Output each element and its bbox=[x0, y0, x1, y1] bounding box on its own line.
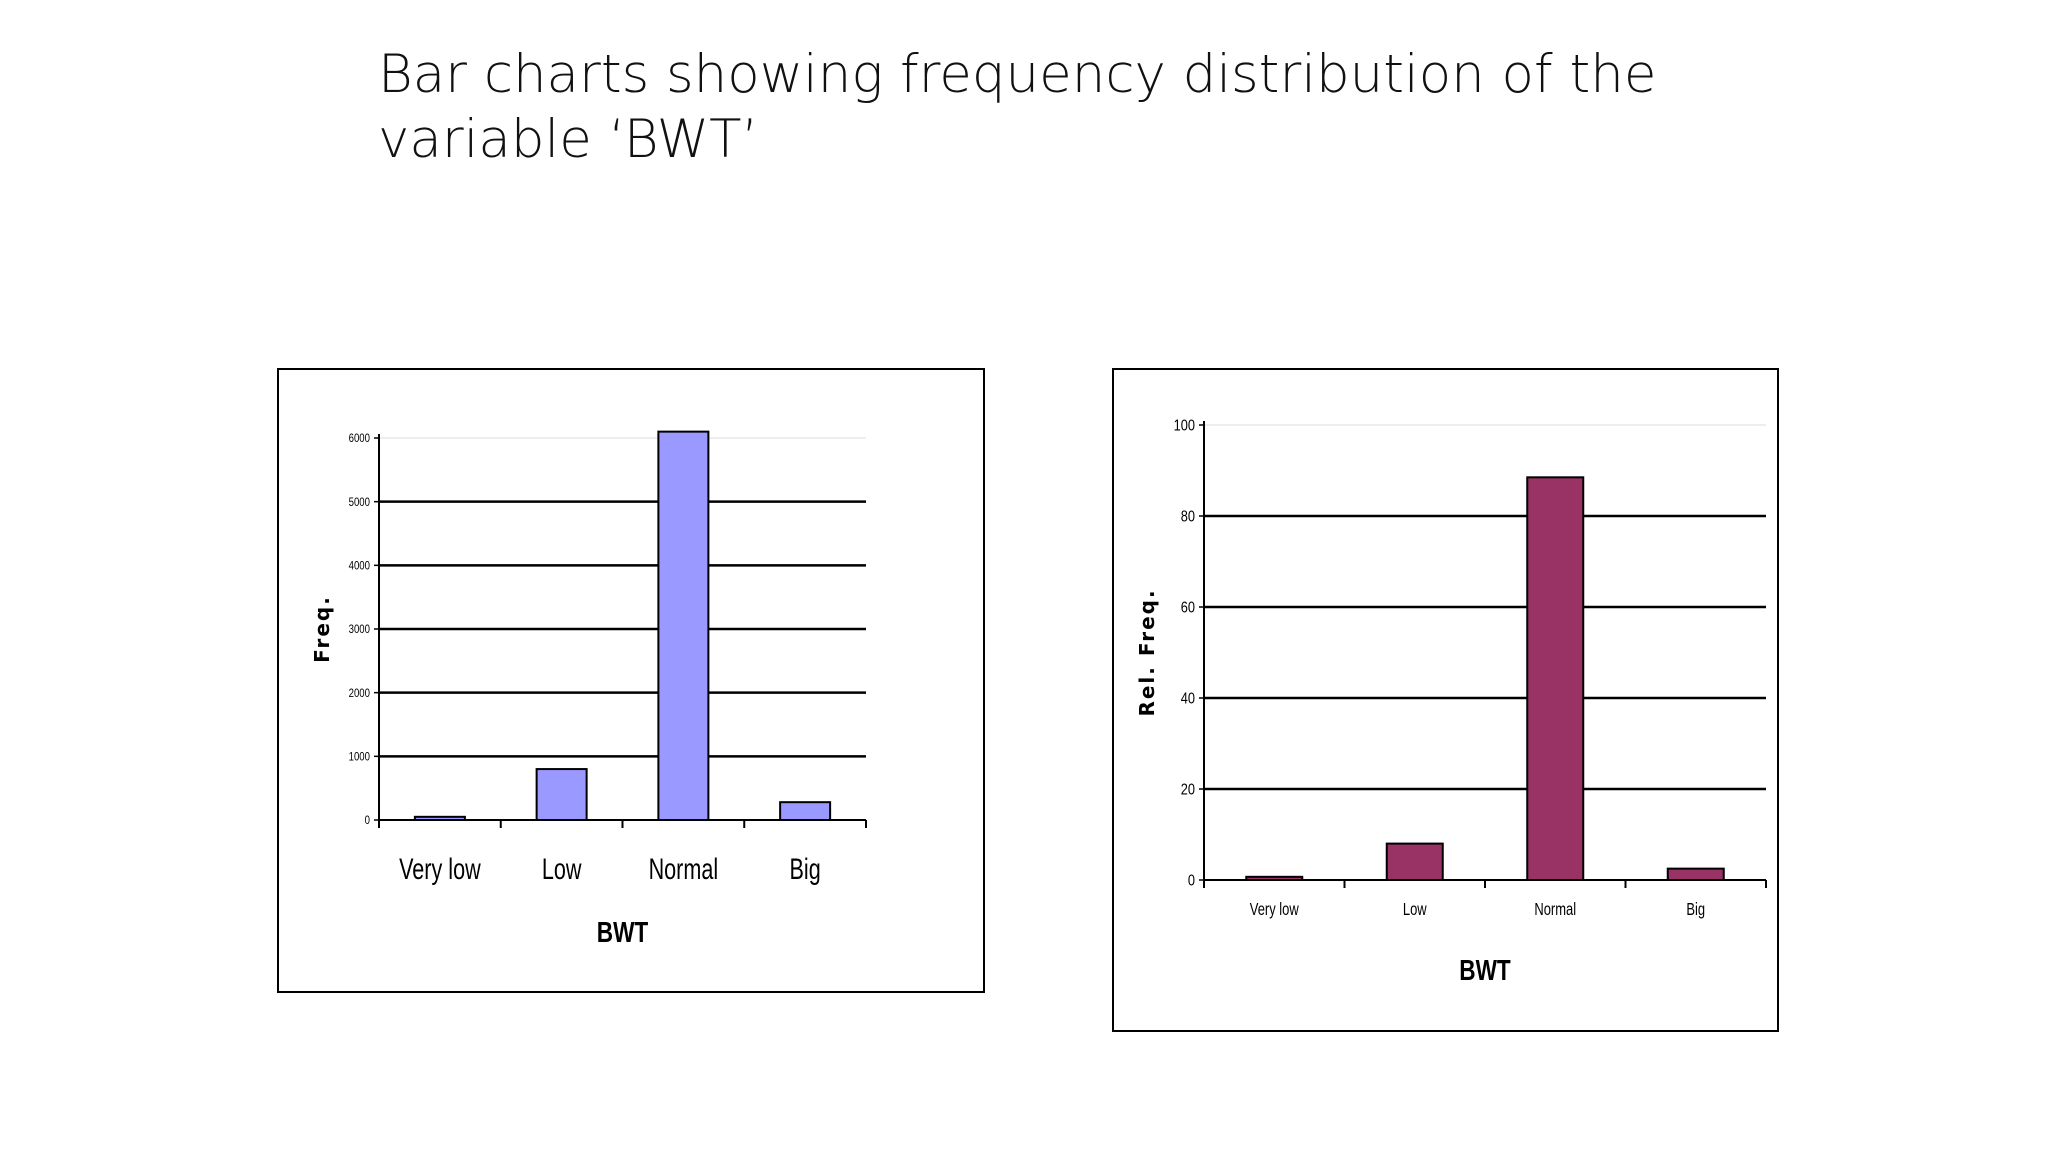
y-tick-label: 6000 bbox=[349, 432, 370, 445]
category-label: Very low bbox=[399, 851, 481, 885]
slide-title-line-2: variable ‘BWT’ bbox=[378, 109, 759, 170]
x-axis-title: BWT bbox=[1459, 953, 1511, 986]
y-tick-label: 3000 bbox=[349, 623, 370, 636]
slide-title-line-1: Bar charts showing frequency distributio… bbox=[378, 44, 1657, 105]
category-label: Big bbox=[790, 851, 821, 885]
frequency-bar-chart: 0 1000 2000 3000 4000 5000 6000 Very low Low Norm… bbox=[277, 368, 985, 993]
y-tick-label: 100 bbox=[1174, 417, 1195, 435]
category-label: Low bbox=[542, 851, 582, 885]
y-tick-label: 1000 bbox=[349, 751, 370, 764]
y-tick-label: 4000 bbox=[349, 560, 370, 573]
category-label: Very low bbox=[1250, 900, 1300, 920]
relative-frequency-chart-svg: 0 20 40 60 80 100 Very low Low Normal Big BWT Rel. … bbox=[1135, 417, 1767, 987]
category-label: Normal bbox=[1534, 900, 1576, 920]
y-tick-label: 20 bbox=[1181, 781, 1195, 799]
category-label: Big bbox=[1686, 900, 1705, 920]
bar-normal bbox=[1526, 476, 1585, 881]
bar-big bbox=[779, 801, 832, 822]
bar-big bbox=[1666, 867, 1725, 881]
bar-low bbox=[1385, 842, 1444, 882]
y-tick-label: 40 bbox=[1181, 690, 1195, 708]
y-axis-title: Rel. Freq. bbox=[1135, 588, 1159, 716]
category-label: Low bbox=[1403, 900, 1427, 920]
y-axis-title: Freq. bbox=[310, 595, 334, 663]
category-label: Normal bbox=[649, 851, 719, 885]
frequency-chart-svg: 0 1000 2000 3000 4000 5000 6000 Very low Low Norm… bbox=[310, 430, 867, 949]
bar-low bbox=[535, 768, 588, 822]
x-axis-title: BWT bbox=[597, 915, 649, 948]
y-tick-label: 0 bbox=[365, 814, 370, 827]
y-tick-label: 5000 bbox=[349, 496, 370, 509]
slide-title: Bar charts showing frequency distributio… bbox=[378, 42, 1678, 172]
y-tick-label: 60 bbox=[1181, 599, 1195, 617]
bar-normal bbox=[657, 430, 710, 822]
y-tick-label: 0 bbox=[1188, 872, 1195, 890]
y-tick-label: 80 bbox=[1181, 508, 1195, 526]
y-tick-label: 2000 bbox=[349, 687, 370, 700]
relative-frequency-bar-chart: 0 20 40 60 80 100 Very low Low Normal Big BWT Rel. … bbox=[1112, 368, 1779, 1032]
